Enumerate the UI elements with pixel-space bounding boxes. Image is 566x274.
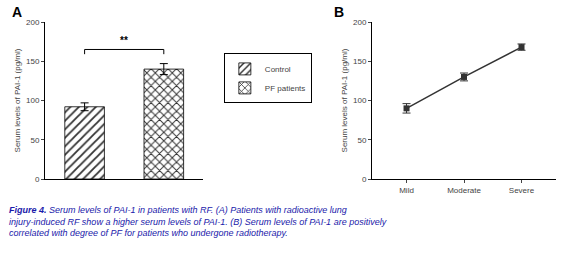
- svg-text:**: **: [120, 35, 128, 46]
- svg-text:Serum levels of PAI-1 (pg/ml): Serum levels of PAI-1 (pg/ml): [340, 48, 349, 152]
- svg-text:Control: Control: [265, 65, 291, 74]
- svg-text:50: 50: [358, 136, 367, 145]
- svg-text:100: 100: [353, 96, 367, 105]
- svg-text:Serum levels of PAI-1 (pg/ml): Serum levels of PAI-1 (pg/ml): [13, 48, 22, 152]
- svg-text:Mild: Mild: [399, 186, 414, 195]
- svg-text:Figure 4. Serum levels of PAI-: Figure 4. Serum levels of PAI-1 in patie…: [9, 205, 387, 238]
- svg-text:50: 50: [30, 136, 39, 145]
- svg-text:150: 150: [26, 57, 40, 66]
- svg-text:Moderate: Moderate: [447, 186, 481, 195]
- svg-text:100: 100: [26, 96, 40, 105]
- svg-text:B: B: [334, 4, 344, 20]
- svg-text:0: 0: [362, 175, 367, 184]
- svg-text:Severe: Severe: [509, 186, 535, 195]
- svg-text:PF patients: PF patients: [265, 84, 305, 93]
- svg-text:200: 200: [26, 18, 40, 27]
- svg-text:150: 150: [353, 57, 367, 66]
- svg-text:200: 200: [353, 18, 367, 27]
- svg-text:A: A: [12, 4, 22, 20]
- svg-text:0: 0: [35, 175, 40, 184]
